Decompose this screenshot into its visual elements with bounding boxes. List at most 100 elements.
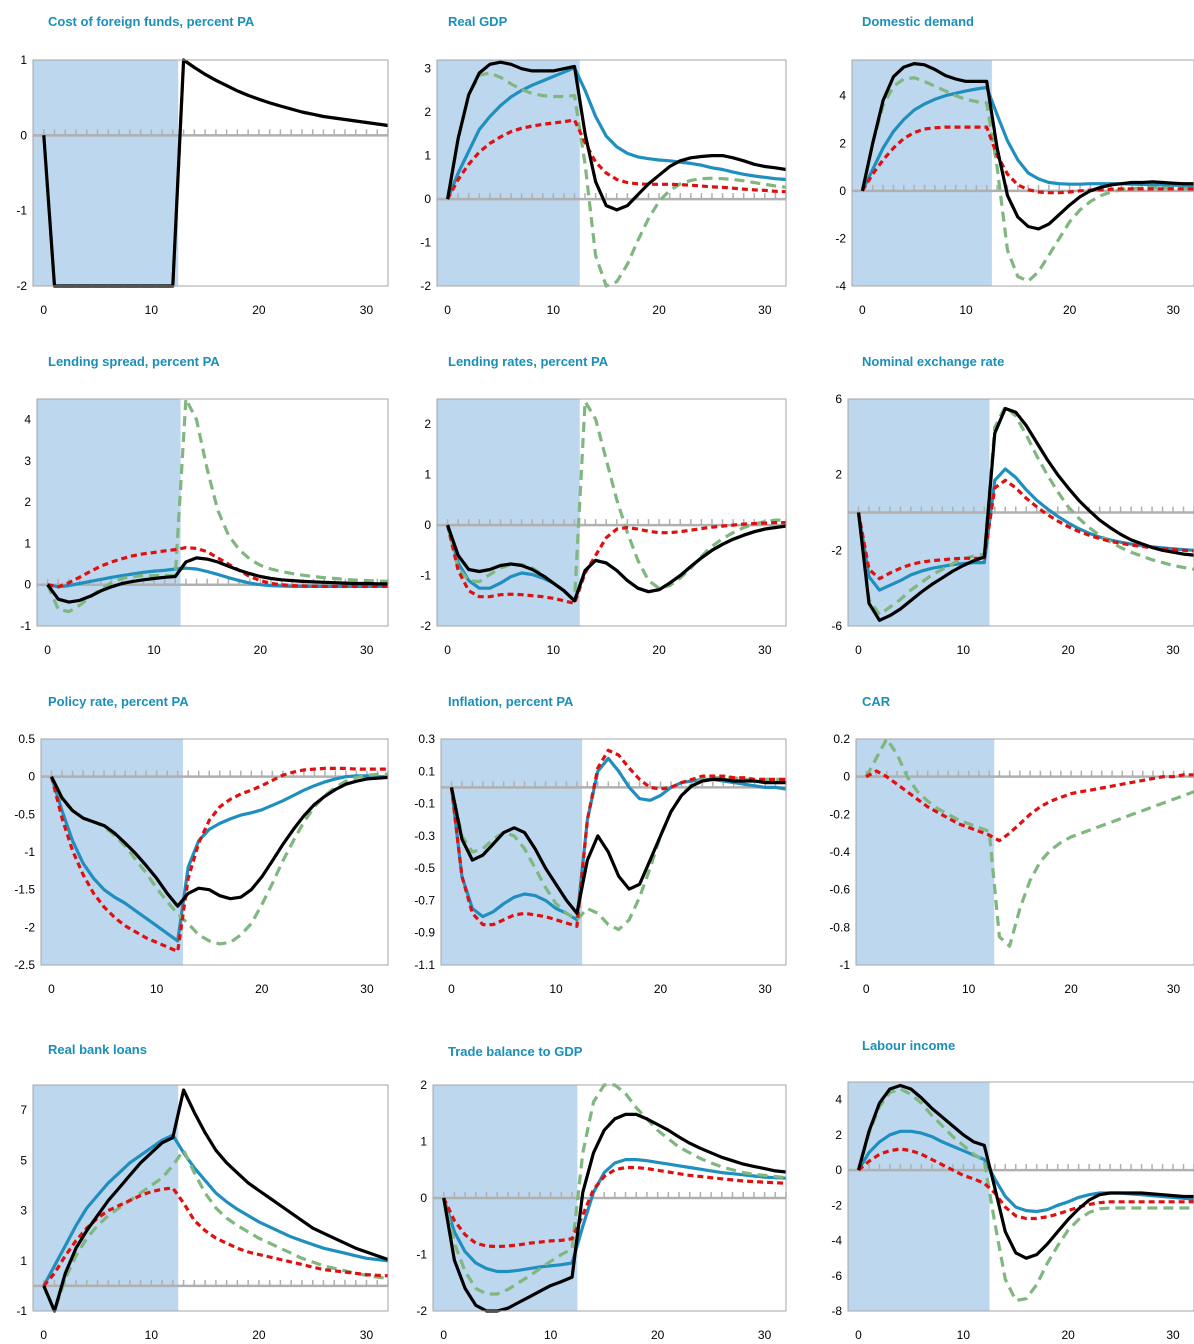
series-line-black <box>446 60 787 212</box>
y-tick-label: -2.5 <box>14 958 35 972</box>
x-tick-label: 0 <box>855 1328 862 1342</box>
plot-frame <box>847 1081 1194 1312</box>
y-tick-label: -8 <box>831 1304 842 1318</box>
panel-title: Lending rates, percent PA <box>448 354 609 369</box>
series-line-red <box>856 478 1194 581</box>
x-tick-label: 10 <box>544 1328 558 1342</box>
series-line-black <box>449 777 786 915</box>
x-tick-label: 30 <box>758 643 772 657</box>
y-tick-label: -1.1 <box>414 958 435 972</box>
x-tick-label: 30 <box>1166 643 1180 657</box>
plot-frame <box>32 1084 389 1312</box>
chart-panel-lending-spread-percent-pa: Lending spread, percent PA -1 0 1 2 3 4 0 10 20 30 <box>20 354 389 657</box>
shaded-period <box>437 399 580 626</box>
y-tick-label: 3 <box>424 62 431 76</box>
series-line-black <box>442 1112 787 1313</box>
panel-title: Cost of foreign funds, percent PA <box>48 14 255 29</box>
x-tick-label: 10 <box>962 982 976 996</box>
plot-frame <box>851 59 1194 287</box>
series-line-green <box>446 399 786 603</box>
chart-panel-domestic-demand: Domestic demand -4 -2 0 2 4 0 10 20 30 <box>835 14 1194 317</box>
y-tick-label: 1 <box>20 53 27 67</box>
shaded-period <box>441 739 583 965</box>
y-tick-label: 1 <box>424 149 431 163</box>
chart-panel-real-bank-loans: Real bank loans -1 1 3 5 7 0 10 20 30 <box>16 1042 389 1342</box>
y-tick-label: -1 <box>416 1248 427 1262</box>
chart-panel-car: CAR -1 -0.8 -0.6 -0.4 -0.2 0 0.2 0 10 20 30 <box>829 694 1194 996</box>
plot-frame <box>855 738 1194 966</box>
y-tick-label: 0 <box>843 770 850 784</box>
x-tick-label: 10 <box>147 643 161 657</box>
series-line-red <box>449 748 786 928</box>
series-line-green <box>446 71 787 288</box>
y-tick-label: 0.3 <box>418 732 435 746</box>
chart-panel-policy-rate-percent-pa: Policy rate, percent PA -2.5 -2 -1.5 -1 -0.5 0… <box>14 694 389 996</box>
x-tick-label: 30 <box>360 643 374 657</box>
y-tick-label: 0 <box>28 770 35 784</box>
y-tick-label: 0 <box>835 1163 842 1177</box>
series-line-red <box>47 546 388 589</box>
panel-title: CAR <box>862 694 891 709</box>
x-tick-label: 10 <box>957 643 971 657</box>
y-tick-label: -0.7 <box>414 893 435 907</box>
x-tick-label: 20 <box>1062 643 1076 657</box>
x-tick-label: 20 <box>1062 1328 1076 1342</box>
chart-panel-labour-income: Labour income -8 -6 -4 -2 0 2 4 0 10 20 30 <box>831 1038 1194 1342</box>
panel-title: Policy rate, percent PA <box>48 694 189 709</box>
x-tick-label: 10 <box>547 643 561 657</box>
panel-title: Lending spread, percent PA <box>48 354 220 369</box>
series-line-red <box>857 1147 1194 1221</box>
x-tick-label: 0 <box>859 303 866 317</box>
y-tick-label: 2 <box>424 417 431 431</box>
y-tick-label: 4 <box>24 413 31 427</box>
series-line-green <box>42 1148 389 1313</box>
series-line-red <box>49 766 388 953</box>
y-tick-label: -0.9 <box>414 926 435 940</box>
y-tick-label: 1 <box>424 468 431 482</box>
series-line-black <box>50 775 389 908</box>
series-line-green <box>864 737 1194 948</box>
y-tick-label: -2 <box>16 279 27 293</box>
shaded-period <box>37 399 181 626</box>
x-tick-label: 0 <box>440 1328 447 1342</box>
y-tick-label: -1 <box>420 569 431 583</box>
x-tick-label: 20 <box>1063 303 1077 317</box>
x-tick-label: 0 <box>863 982 870 996</box>
panel-title: Real GDP <box>448 14 508 29</box>
series-line-blue <box>42 1133 389 1287</box>
y-tick-label: 5 <box>20 1153 27 1167</box>
series-line-black <box>446 524 787 603</box>
x-tick-label: 20 <box>252 303 266 317</box>
chart-panel-inflation-percent-pa: Inflation, percent PA -1.1 -0.9 -0.7 -0.5 -0.… <box>414 694 787 996</box>
y-tick-label: 0 <box>839 184 846 198</box>
series-line-red <box>861 125 1194 195</box>
x-tick-label: 10 <box>145 1328 159 1342</box>
series-line-red <box>865 769 1194 843</box>
y-tick-label: 2 <box>835 468 842 482</box>
series-line-blue <box>446 66 787 200</box>
x-tick-label: 0 <box>855 643 862 657</box>
x-tick-label: 30 <box>360 982 374 996</box>
plot-frame <box>36 398 389 627</box>
series-line-blue <box>442 1158 787 1274</box>
y-tick-label: 0 <box>424 192 431 206</box>
y-tick-label: -2 <box>420 619 431 633</box>
x-tick-label: 0 <box>448 982 455 996</box>
series-line-green <box>856 405 1194 617</box>
y-tick-label: -6 <box>831 619 842 633</box>
y-tick-label: 1 <box>24 536 31 550</box>
series-line-green <box>856 1087 1194 1302</box>
series-line-black <box>42 1088 389 1313</box>
x-tick-label: 0 <box>44 643 51 657</box>
plot-frame <box>432 1084 787 1312</box>
x-tick-label: 0 <box>48 982 55 996</box>
y-tick-label: 7 <box>20 1103 27 1117</box>
x-tick-label: 10 <box>547 303 561 317</box>
y-tick-label: -0.8 <box>829 920 850 934</box>
x-tick-label: 10 <box>145 303 159 317</box>
series-line-green <box>46 397 389 614</box>
y-tick-label: -4 <box>831 1234 842 1248</box>
y-tick-label: -1 <box>420 236 431 250</box>
